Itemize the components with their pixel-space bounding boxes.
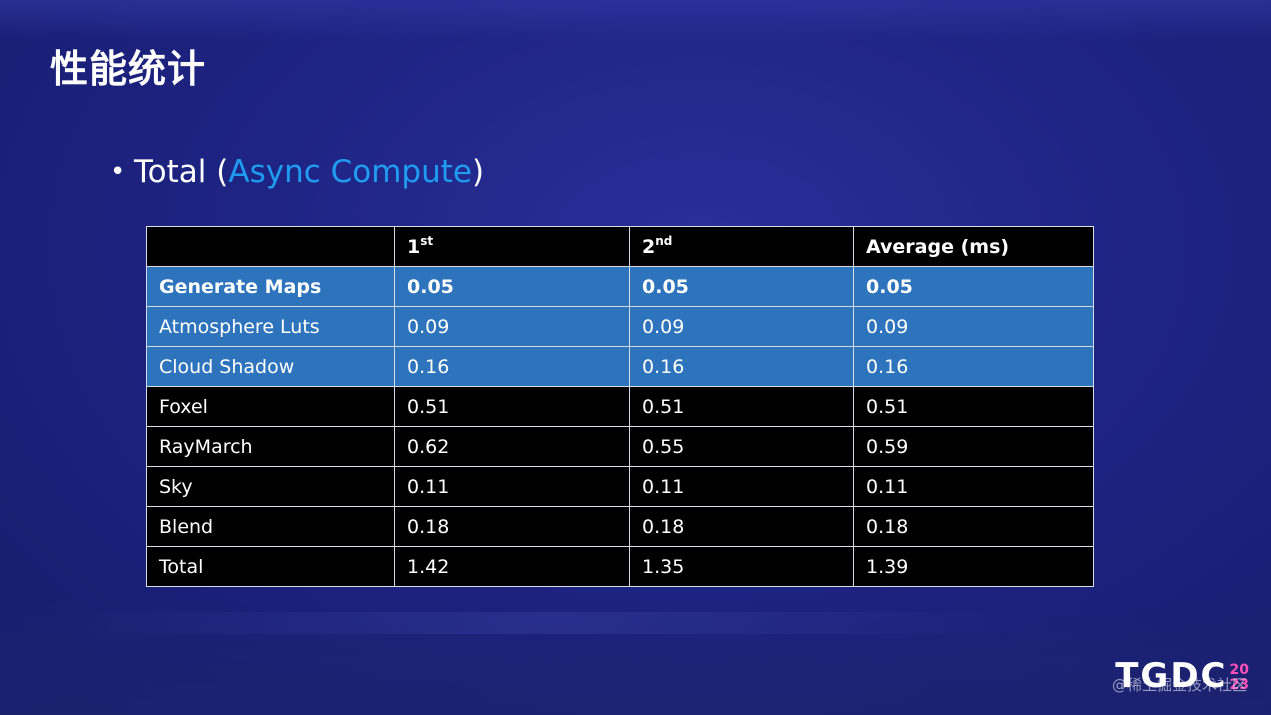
row-label: RayMarch xyxy=(146,426,395,467)
row-average-value: 0.51 xyxy=(853,386,1094,427)
row-first-value: 0.62 xyxy=(394,426,630,467)
header-sup-first: st xyxy=(420,233,434,248)
row-second-value: 0.11 xyxy=(629,466,854,507)
row-average-value: 0.16 xyxy=(853,346,1094,387)
performance-table: 1st 2nd Average (ms) Generate Maps 0.05 … xyxy=(146,226,1094,587)
row-average-value: 0.09 xyxy=(853,306,1094,347)
table-row: Foxel 0.51 0.51 0.51 xyxy=(146,386,1094,427)
row-second-value: 0.16 xyxy=(629,346,854,387)
table-row: Blend 0.18 0.18 0.18 xyxy=(146,506,1094,547)
table-row: Cloud Shadow 0.16 0.16 0.16 xyxy=(146,346,1094,387)
header-cell-first: 1st xyxy=(394,226,630,267)
table-header: 1st 2nd Average (ms) xyxy=(146,226,1094,267)
table-row: Atmosphere Luts 0.09 0.09 0.09 xyxy=(146,306,1094,347)
row-label: Cloud Shadow xyxy=(146,346,395,387)
row-second-value: 0.18 xyxy=(629,506,854,547)
row-average-value: 0.05 xyxy=(853,266,1094,307)
background-top-glow xyxy=(0,0,1271,40)
row-first-value: 0.11 xyxy=(394,466,630,507)
header-cell-second: 2nd xyxy=(629,226,854,267)
bullet-highlight: Async Compute xyxy=(228,154,472,190)
watermark: @稀土掘金技术社区 xyxy=(1111,676,1247,694)
table-header-row: 1st 2nd Average (ms) xyxy=(146,226,1094,267)
header-cell-average: Average (ms) xyxy=(853,226,1094,267)
table-row: Generate Maps 0.05 0.05 0.05 xyxy=(146,266,1094,307)
background-stage-strip xyxy=(40,612,1051,634)
row-first-value: 1.42 xyxy=(394,546,630,587)
logo-year-bottom: 23 xyxy=(1229,677,1249,693)
tgdc-logo-icon: TGDC 20 23 xyxy=(1115,659,1249,693)
row-label: Atmosphere Luts xyxy=(146,306,395,347)
row-average-value: 0.59 xyxy=(853,426,1094,467)
logo-text: TGDC xyxy=(1115,656,1228,696)
row-label: Sky xyxy=(146,466,395,507)
row-label: Foxel xyxy=(146,386,395,427)
background-bottom-shade xyxy=(0,595,1271,715)
row-second-value: 0.05 xyxy=(629,266,854,307)
row-label: Total xyxy=(146,546,395,587)
row-first-value: 0.16 xyxy=(394,346,630,387)
row-first-value: 0.18 xyxy=(394,506,630,547)
bullet-prefix: Total ( xyxy=(134,154,229,190)
row-average-value: 0.18 xyxy=(853,506,1094,547)
slide-title: 性能统计 xyxy=(50,47,207,91)
bullet-suffix: ) xyxy=(471,154,485,190)
row-first-value: 0.05 xyxy=(394,266,630,307)
table-row: RayMarch 0.62 0.55 0.59 xyxy=(146,426,1094,467)
row-second-value: 0.51 xyxy=(629,386,854,427)
row-first-value: 0.51 xyxy=(394,386,630,427)
row-first-value: 0.09 xyxy=(394,306,630,347)
header-sup-second: nd xyxy=(655,233,673,248)
bullet-icon: • xyxy=(110,157,126,187)
row-average-value: 0.11 xyxy=(853,466,1094,507)
logo-year: 20 23 xyxy=(1230,663,1249,693)
row-average-value: 1.39 xyxy=(853,546,1094,587)
table-body: Generate Maps 0.05 0.05 0.05 Atmosphere … xyxy=(146,266,1094,587)
table-row: Sky 0.11 0.11 0.11 xyxy=(146,466,1094,507)
row-second-value: 0.09 xyxy=(629,306,854,347)
row-label: Generate Maps xyxy=(146,266,395,307)
table-row: Total 1.42 1.35 1.39 xyxy=(146,546,1094,587)
row-second-value: 1.35 xyxy=(629,546,854,587)
row-label: Blend xyxy=(146,506,395,547)
row-second-value: 0.55 xyxy=(629,426,854,467)
bullet-total-async-compute: • Total (Async Compute) xyxy=(110,154,484,190)
header-cell-label xyxy=(146,226,395,267)
logo-year-top: 20 xyxy=(1229,662,1249,678)
